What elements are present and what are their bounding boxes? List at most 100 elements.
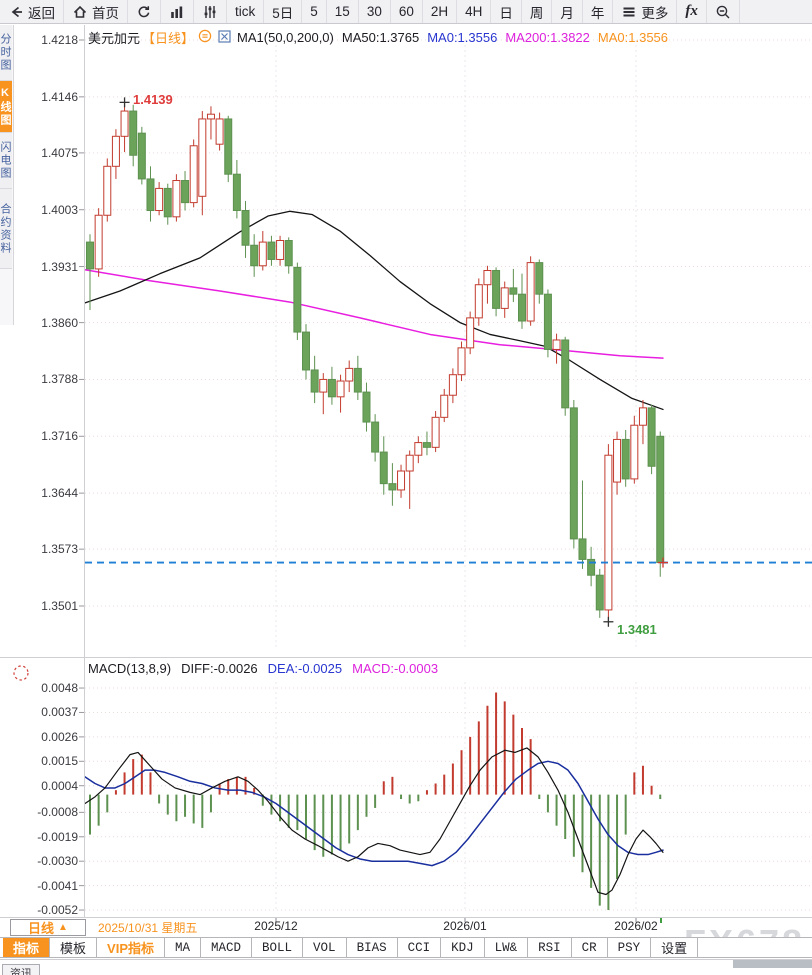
toolbar-item-30[interactable]: 30 [359, 0, 391, 23]
first-date-label: 2025/10/31 星期五 [98, 921, 198, 935]
x-axis-label: 2026/02 [614, 919, 658, 933]
toolbar-item-年[interactable]: 年 [583, 0, 614, 23]
symbol-name: 美元加元 [88, 31, 141, 46]
ma0-blue-value: MA0:1.3556 [427, 30, 498, 45]
tab-CCI[interactable]: CCI [398, 938, 442, 957]
tab-模板[interactable]: 模板 [50, 938, 98, 957]
x-axis-label: 2025/12 [254, 919, 298, 933]
sidebar-item-0[interactable]: 分时图 [0, 25, 12, 81]
macd-axis-label: -0.0052 [37, 903, 78, 918]
toolbar-item-5日[interactable]: 5日 [264, 0, 303, 23]
toolbar-item-refresh[interactable] [128, 0, 161, 23]
panel-divider [0, 657, 812, 658]
macd-axis-label: -0.0030 [37, 854, 78, 869]
tab-MA[interactable]: MA [165, 938, 202, 957]
toolbar-item-chart-columns[interactable] [161, 0, 194, 23]
top-toolbar: 返回 首页 tick 5日 5 15 30 60 2H 4H 日周月年更多 fx [0, 0, 812, 24]
bottom-divider [0, 959, 812, 960]
macd-axis-label: -0.0041 [37, 878, 78, 893]
toolbar-item-4H[interactable]: 4H [457, 0, 492, 23]
toolbar-item-更多[interactable]: 更多 [613, 0, 678, 23]
indicator-settings-icon[interactable] [13, 665, 29, 681]
chart-type-sidebar: 分时图 K线图 闪电图 合约资料 [0, 25, 14, 325]
toolbar-item-月[interactable]: 月 [552, 0, 583, 23]
indicator-tabbar: 指标 模板 VIP指标 MA MACD BOLL VOL BIAS CCI KDJ LW& RSI CR… [0, 937, 812, 958]
tab-VOL[interactable]: VOL [303, 938, 347, 957]
macd-axis-label: -0.0008 [37, 805, 78, 820]
price-axis-label: 1.3716 [41, 429, 78, 444]
xaxis-top-border [0, 917, 812, 918]
tab-MACD[interactable]: MACD [201, 938, 253, 957]
tab-LW[interactable]: LW& [485, 938, 529, 957]
price-axis-label: 1.4146 [41, 89, 78, 104]
toolbar-item-日[interactable]: 日 [491, 0, 522, 23]
tab-设置[interactable]: 设置 [651, 938, 699, 957]
toolbar-item-2H[interactable]: 2H [423, 0, 458, 23]
close-indicator-icon[interactable] [218, 29, 231, 46]
share-circle-icon[interactable] [198, 29, 212, 46]
period-tag[interactable]: 【日线】 [142, 31, 195, 46]
horizontal-scrollbar[interactable] [733, 960, 812, 968]
macd-axis-label: 0.0015 [41, 754, 78, 769]
price-axis-label: 1.4218 [41, 33, 78, 47]
plot-left-border [84, 25, 85, 917]
sidebar-item-3[interactable]: 合约资料 [0, 189, 12, 269]
tab-BOLL[interactable]: BOLL [252, 938, 304, 957]
tab-指标[interactable]: 指标 [3, 938, 51, 957]
price-axis-label: 1.3931 [41, 259, 78, 274]
chart-columns-icon [169, 4, 185, 20]
dea-value: DEA:-0.0025 [267, 661, 343, 676]
macd-settings-label: MACD(13,8,9) [88, 661, 172, 676]
tab-BIAS[interactable]: BIAS [347, 938, 398, 957]
macd-axis-label: 0.0004 [41, 778, 78, 793]
back-arrow-icon [8, 4, 24, 20]
low-price-annotation: 1.3481 [617, 622, 657, 637]
price-axis-label: 1.3501 [41, 598, 78, 613]
tab-news[interactable]: 资讯 [2, 964, 40, 975]
toolbar-item-5[interactable]: 5 [302, 0, 327, 23]
high-price-annotation: 1.4139 [133, 92, 173, 107]
ma200-value: MA200:1.3822 [505, 30, 590, 45]
sidebar-item-2[interactable]: 闪电图 [0, 133, 12, 189]
toolbar-item-返回[interactable]: 返回 [0, 0, 64, 23]
price-axis-label: 1.4075 [41, 145, 78, 160]
toolbar-item-首页[interactable]: 首页 [64, 0, 128, 23]
toolbar-item-fx[interactable]: fx [677, 0, 707, 23]
price-axis-label: 1.3860 [41, 315, 78, 330]
toolbar-item-zoom-out[interactable] [707, 0, 740, 23]
tab-RSI[interactable]: RSI [528, 938, 572, 957]
zoom-out-icon [715, 4, 731, 20]
refresh-icon [136, 4, 152, 20]
macd-axis-label: 0.0037 [41, 705, 78, 720]
price-axis-label: 1.4003 [41, 202, 78, 217]
toolbar-item-周[interactable]: 周 [522, 0, 553, 23]
price-axis-label: 1.3644 [41, 486, 78, 501]
tab-KDJ[interactable]: KDJ [441, 938, 485, 957]
period-selector-label: 日线 [28, 921, 55, 936]
ma-settings-label: MA1(50,0,200,0) [237, 30, 334, 45]
macd-value: MACD:-0.0003 [352, 661, 439, 676]
menu-icon [621, 4, 637, 20]
toolbar-item-sliders[interactable] [194, 0, 227, 23]
toolbar-item-60[interactable]: 60 [391, 0, 423, 23]
tab-VIP指标[interactable]: VIP指标 [97, 938, 165, 957]
main-chart-header: 美元加元 【日线】 MA1(50,0,200,0) MA50:1.3765 MA… [88, 28, 668, 47]
sliders-icon [202, 4, 218, 20]
toolbar-item-15[interactable]: 15 [327, 0, 359, 23]
macd-header: MACD(13,8,9) DIFF:-0.0026 DEA:-0.0025 MA… [88, 661, 438, 676]
macd-axis-label: -0.0019 [37, 829, 78, 844]
toolbar-item-tick[interactable]: tick [227, 0, 265, 23]
price-axis-label: 1.3788 [41, 372, 78, 387]
ma50-value: MA50:1.3765 [341, 30, 420, 45]
macd-axis-label: 0.0026 [41, 729, 78, 744]
x-axis-label: 2026/01 [443, 919, 487, 933]
period-selector[interactable]: 日线 ▲ [10, 919, 86, 936]
tab-CR[interactable]: CR [572, 938, 608, 957]
chevron-up-icon: ▲ [58, 922, 68, 933]
sidebar-item-kline[interactable]: K线图 [0, 81, 12, 133]
home-icon [72, 4, 88, 20]
tab-PSY[interactable]: PSY [608, 938, 652, 957]
price-axis-label: 1.3573 [41, 542, 78, 557]
